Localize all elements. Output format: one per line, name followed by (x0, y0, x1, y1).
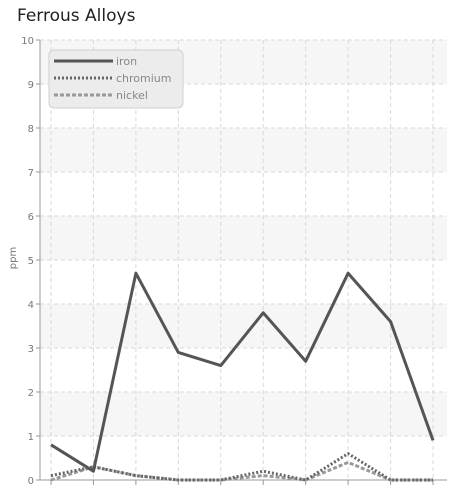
legend-label-iron: iron (116, 55, 137, 68)
plot-band (40, 128, 447, 172)
plot-band (40, 216, 447, 260)
y-tick-label: 4 (28, 300, 34, 311)
y-tick-label: 8 (28, 124, 34, 135)
x-tick-marks (50, 480, 434, 485)
legend-label-chromium: chromium (116, 72, 172, 85)
y-tick-label: 9 (28, 80, 34, 91)
y-tick-label: 10 (21, 36, 34, 47)
plot-background-bands (40, 40, 447, 436)
plot-band (40, 304, 447, 348)
y-tick-label: 7 (28, 168, 34, 179)
grid-lines (40, 39, 447, 481)
legend: iron chromium nickel (48, 49, 184, 109)
y-tick-labels: 0 1 2 3 4 5 6 7 8 9 10 (21, 36, 40, 487)
series-line-chromium (50, 452, 433, 482)
y-tick-label: 5 (28, 256, 34, 267)
y-tick-label: 2 (28, 388, 34, 399)
legend-box (48, 49, 184, 109)
series-line-iron (50, 271, 435, 473)
legend-label-nickel: nickel (116, 89, 148, 102)
y-tick-label: 0 (28, 476, 34, 487)
y-tick-label: 3 (28, 344, 34, 355)
chart-title: Ferrous Alloys (17, 6, 136, 26)
series-lines (50, 271, 435, 482)
y-tick-label: 1 (28, 432, 34, 443)
y-axis-label: ppm (8, 247, 19, 269)
y-tick-label: 6 (28, 212, 34, 223)
